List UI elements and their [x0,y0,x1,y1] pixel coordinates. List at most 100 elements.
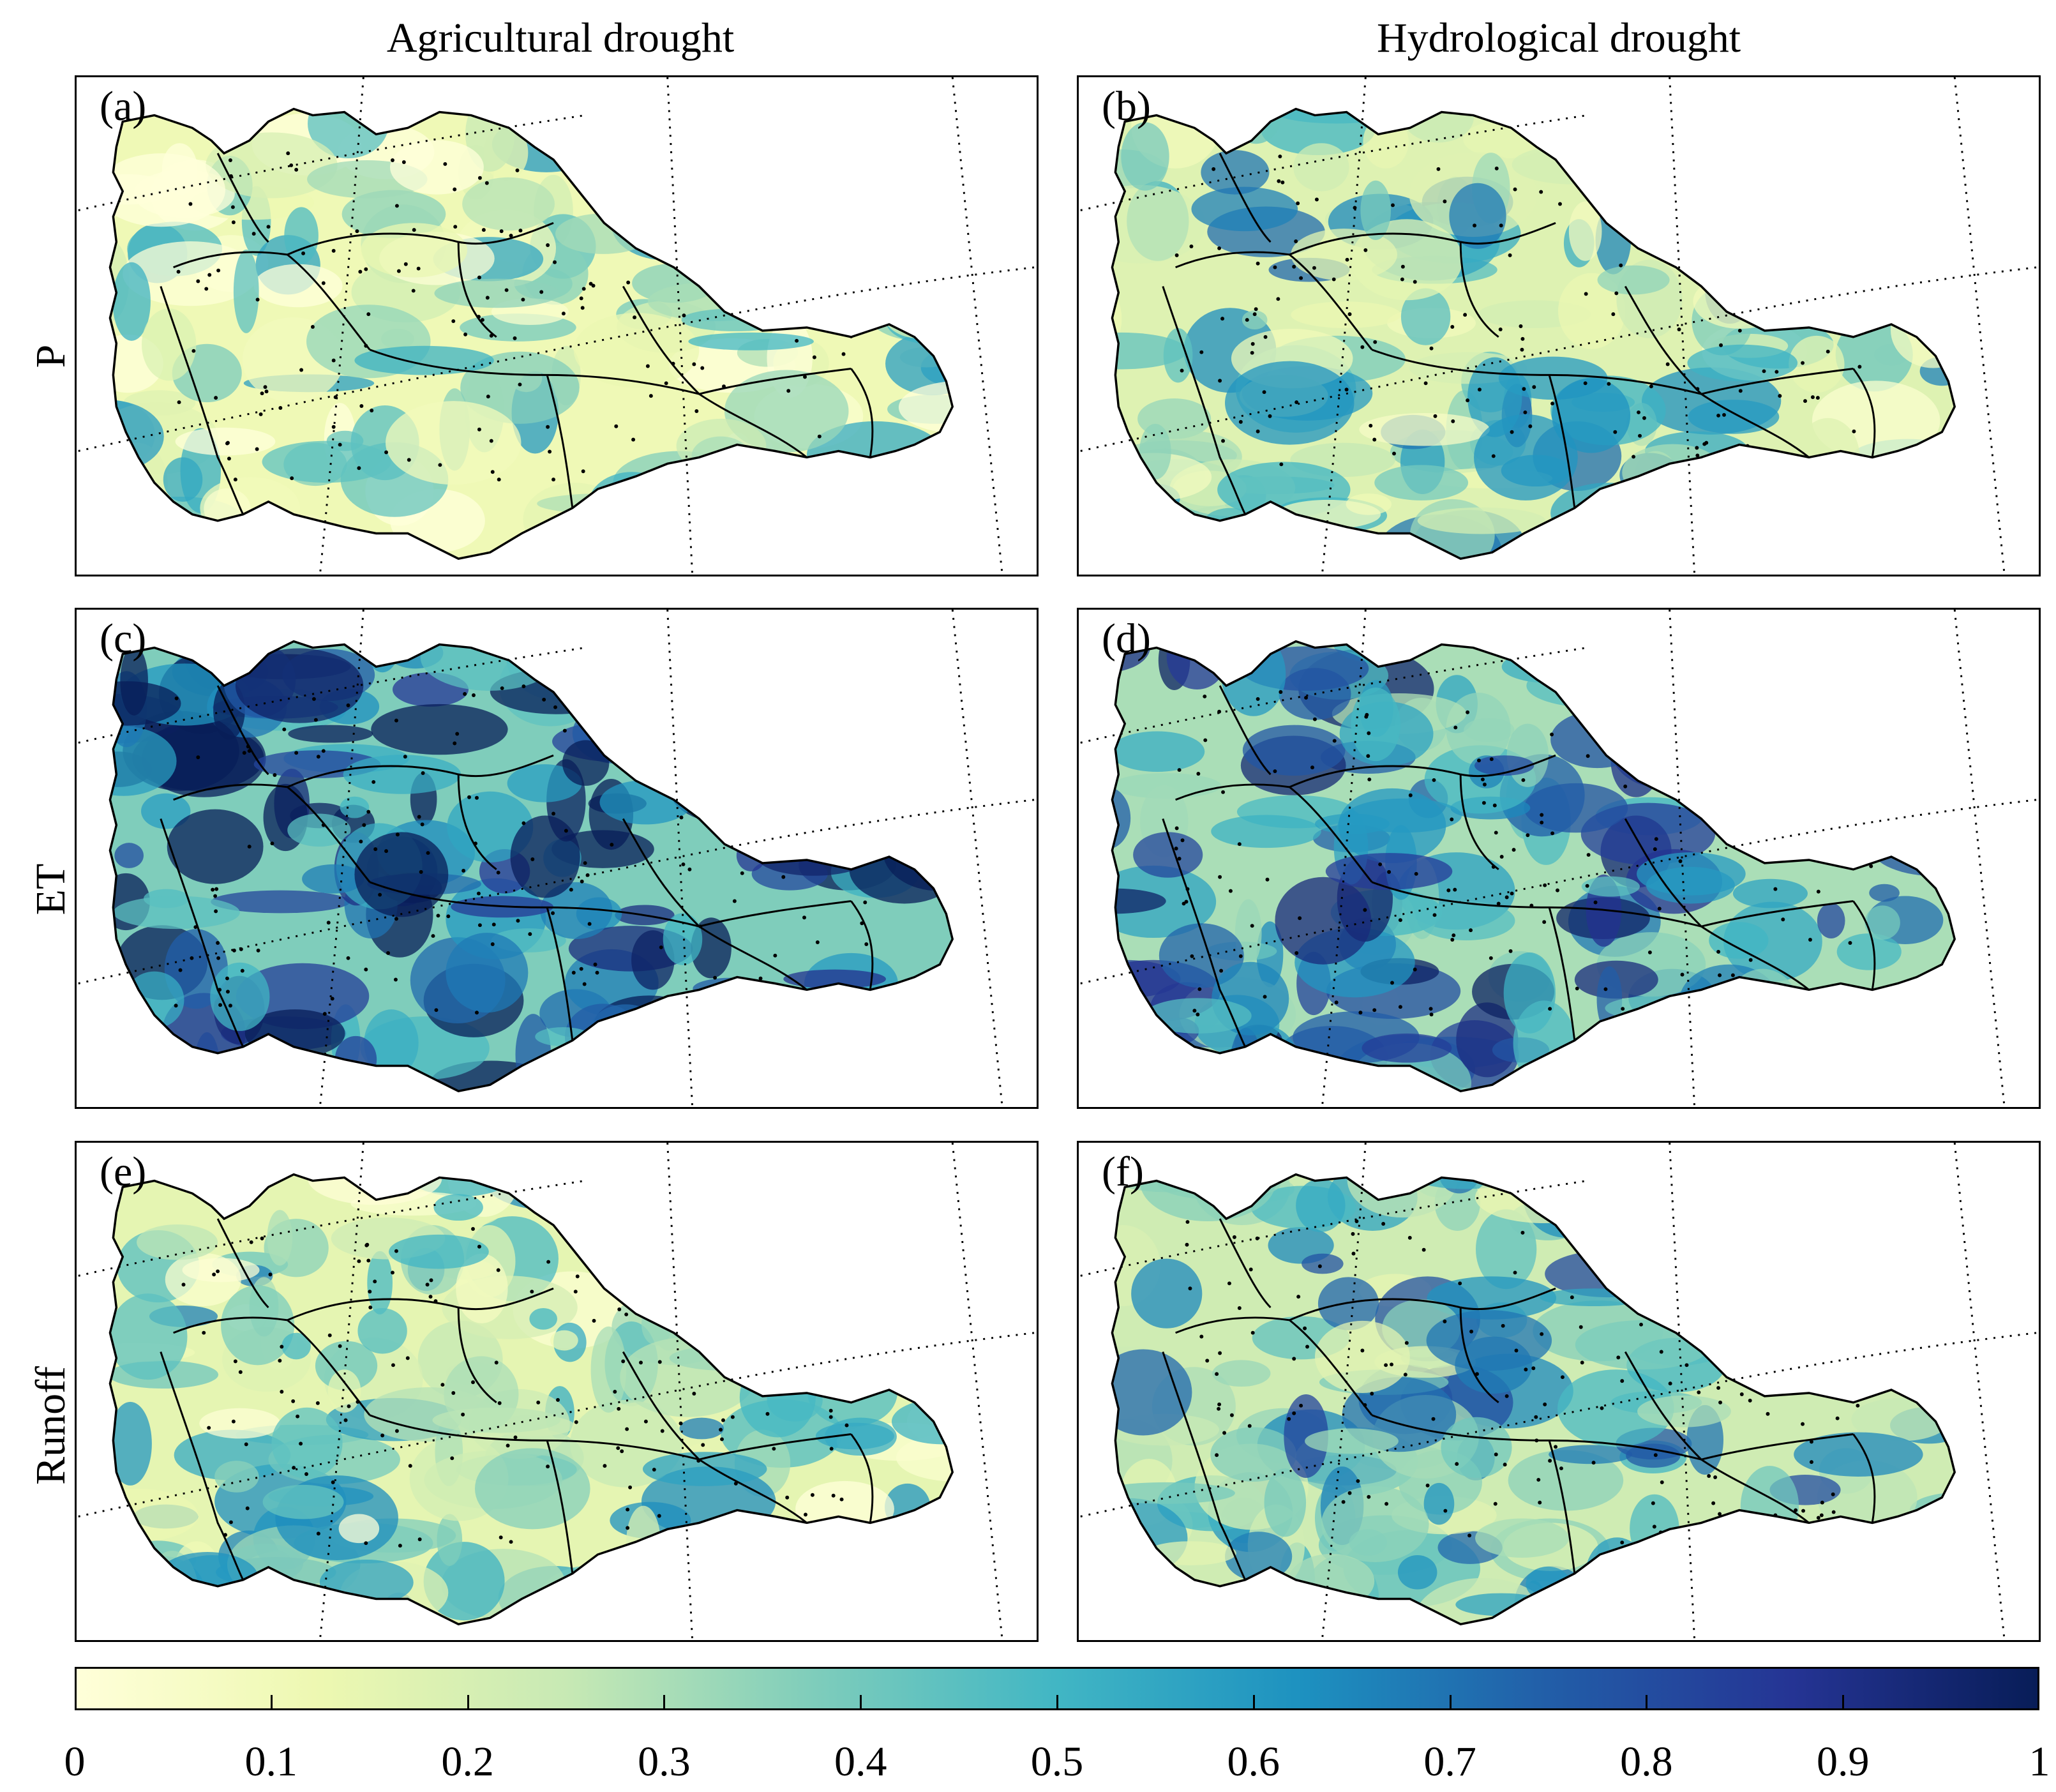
significance-dot [1390,1362,1393,1367]
map-patch [880,109,953,116]
significance-dot [1217,246,1222,250]
map-patch [462,177,555,231]
significance-dot [1526,833,1530,838]
significance-dot [518,382,522,387]
graticule-line [1080,647,1587,744]
significance-dot [1852,429,1856,433]
significance-dot [579,296,583,301]
map-patch [681,308,790,331]
significance-dot [521,297,525,302]
map-patch [1637,1395,1731,1427]
map-patch [1194,1051,1305,1092]
significance-dot [268,1272,273,1277]
map-patch [679,1417,724,1440]
significance-dot [278,406,283,410]
significance-dot [629,1240,633,1245]
significance-dot [1863,478,1868,482]
map-patch [1607,497,1701,523]
significance-dot [557,160,562,163]
significance-dot [1534,1415,1538,1419]
sub-basin-boundary [287,1287,554,1321]
significance-dot [812,355,816,359]
map-patch [1427,1276,1557,1320]
sub-basin-boundary [1289,754,1556,788]
significance-dot [582,287,586,291]
map-patch [1449,183,1506,249]
graticule-line [78,799,1035,984]
significance-dot [474,1011,479,1015]
significance-dot [855,1375,859,1380]
map-patch [190,516,294,559]
colorbar-tick [1646,1695,1648,1710]
map-patch [1756,494,1811,559]
significance-dot [769,471,774,475]
significance-dot [1373,340,1377,344]
map-patch [1362,1033,1452,1063]
significance-dot [242,751,246,755]
map-patch [1622,444,1724,501]
significance-dot [364,1243,369,1247]
map-patch [675,1221,719,1250]
significance-dot [378,892,382,897]
significance-dot [1277,179,1281,183]
map-patch [1675,1582,1704,1625]
significance-dot [803,375,807,379]
significance-dot [1848,941,1852,945]
map-patch [1679,1233,1732,1268]
significance-dot [1529,903,1534,908]
row-label-runoff: Runoff [27,1366,74,1485]
significance-dot [233,1359,237,1364]
sub-basin-boundary [160,286,244,515]
significance-dot [391,158,394,162]
significance-dot [446,914,451,919]
significance-dot [1677,327,1681,331]
significance-dot [1254,307,1258,312]
significance-dot [1227,1281,1231,1286]
sub-basin-boundary [1219,685,1272,776]
significance-dot [860,921,864,926]
map-patch [885,331,953,396]
map-patch [649,718,730,762]
significance-dot [391,1270,394,1275]
significance-dot [1475,1372,1479,1376]
map-patch [1359,412,1490,446]
map-patch [1869,524,1955,559]
basin-outline [1111,1173,1956,1626]
map-patch [1417,901,1515,941]
significance-dot [786,389,791,393]
sub-basin-boundary [1219,1218,1272,1309]
significance-dot [810,1493,814,1497]
map-patch [1504,1174,1597,1195]
significance-dot [1519,324,1523,328]
significance-dot [1305,1344,1310,1349]
significance-dot [1833,1271,1837,1276]
significance-dot [359,404,364,409]
significance-dot [411,289,416,293]
graticule-line [951,610,1003,1107]
map-patch [1780,735,1855,816]
map-patch [1374,465,1469,501]
significance-dot [1850,769,1855,773]
map-patch [936,239,953,290]
significance-dot [1619,263,1623,267]
significance-dot [233,478,237,482]
significance-dot [1256,696,1260,701]
significance-dot [1482,782,1487,787]
significance-dot [789,288,793,292]
significance-dot [1642,416,1646,420]
significance-dot [1197,987,1202,991]
significance-dot [490,470,495,474]
map-patch [752,1546,816,1602]
sub-basin-boundary [216,685,269,776]
map-patch [1626,1443,1681,1468]
map-patch [1916,1281,1955,1327]
map-patch [1201,150,1270,195]
significance-dot [1212,167,1216,171]
significance-dot [471,1380,475,1385]
map-patch [720,1037,746,1074]
significance-dot [633,315,637,320]
map-patch [137,1224,218,1260]
significance-dot [1809,1440,1813,1444]
significance-dot [453,741,457,746]
basin-outline [109,107,954,561]
